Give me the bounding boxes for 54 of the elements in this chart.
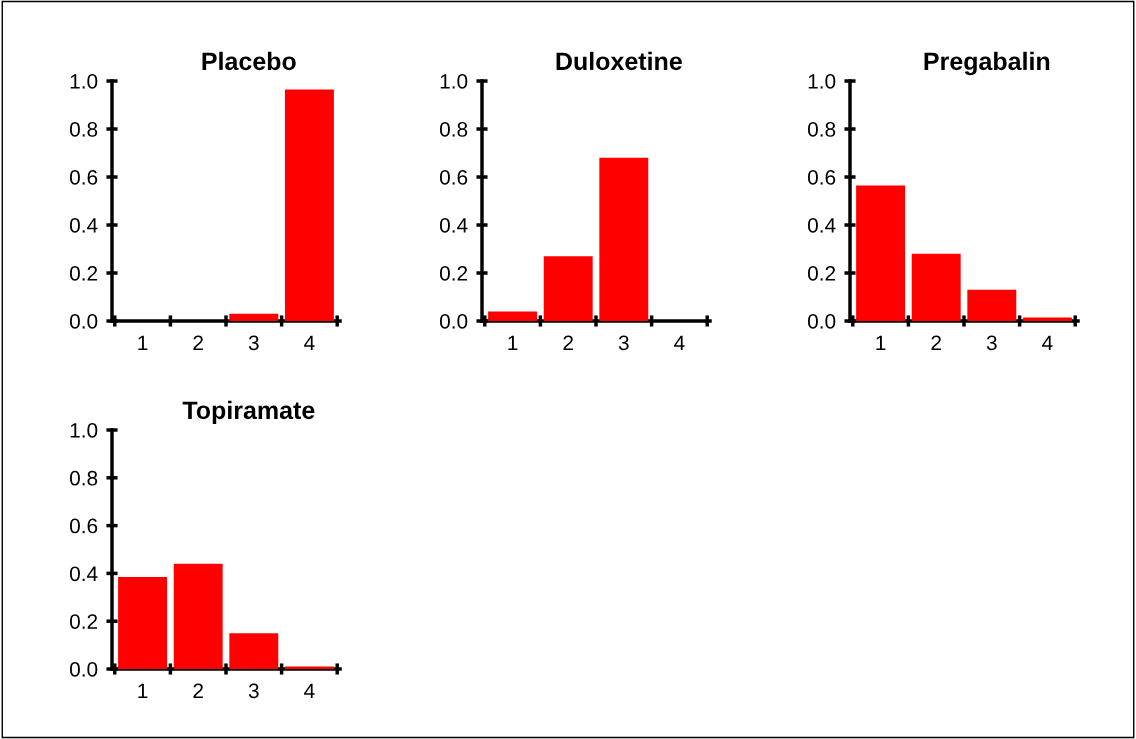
y-tick-label: 0.0 — [69, 314, 98, 329]
y-tick-label: 0.6 — [807, 170, 836, 185]
bar — [488, 311, 538, 321]
y-tick-label: 1.0 — [70, 423, 98, 438]
y-tick-label: 0.6 — [439, 170, 468, 185]
x-tick-label: 3 — [248, 683, 259, 699]
y-tick-label: 0.0 — [807, 314, 836, 329]
x-tick-label: 3 — [248, 335, 259, 351]
bar — [856, 185, 906, 321]
bar — [599, 157, 649, 321]
y-tick-label: 0.4 — [69, 566, 98, 582]
bar — [118, 576, 168, 669]
y-tick-label: 0.0 — [69, 662, 98, 677]
bar — [1022, 317, 1072, 321]
bar — [543, 256, 593, 321]
y-tick-label: 0.4 — [807, 218, 836, 233]
bar — [173, 563, 223, 669]
y-tick-label: 0.6 — [69, 170, 98, 185]
x-tick-label: 2 — [563, 335, 573, 350]
x-tick-label: 1 — [138, 683, 148, 698]
bar — [229, 633, 279, 669]
y-tick-label: 0.2 — [807, 266, 836, 281]
y-tick-label: 0.4 — [69, 218, 98, 233]
chart-title: Placebo — [202, 51, 296, 71]
y-tick-label: 1.0 — [808, 74, 836, 89]
y-tick-label: 0.4 — [439, 218, 468, 233]
y-tick-label: 0.2 — [69, 266, 98, 281]
x-tick-label: 2 — [193, 335, 203, 350]
y-tick-label: 0.0 — [439, 314, 468, 329]
y-tick-label: 0.8 — [69, 470, 98, 486]
x-tick-label: 4 — [1042, 335, 1053, 350]
y-tick-label: 1.0 — [440, 74, 468, 89]
chart-title: Duloxetine — [556, 51, 682, 71]
y-tick-label: 0.8 — [439, 122, 468, 137]
chart-title: Pregabalin — [924, 51, 1050, 76]
x-tick-label: 4 — [304, 335, 315, 350]
x-tick-label: 2 — [193, 683, 203, 698]
x-tick-label: 4 — [674, 335, 685, 350]
y-tick-label: 0.8 — [807, 122, 836, 137]
x-tick-label: 3 — [618, 335, 629, 351]
x-tick-label: 1 — [138, 335, 148, 350]
bar — [911, 253, 961, 321]
x-tick-label: 1 — [508, 335, 518, 350]
y-tick-label: 0.6 — [69, 518, 98, 534]
y-tick-label: 1.0 — [70, 74, 98, 89]
chart-title: Topiramate — [182, 400, 315, 425]
y-tick-label: 0.2 — [69, 614, 98, 629]
bar — [967, 289, 1017, 321]
x-tick-label: 1 — [876, 335, 886, 350]
y-tick-label: 0.2 — [439, 266, 468, 281]
x-tick-label: 2 — [931, 335, 941, 350]
x-tick-label: 4 — [304, 683, 315, 698]
y-tick-label: 0.8 — [69, 122, 98, 137]
x-tick-label: 3 — [986, 335, 997, 351]
